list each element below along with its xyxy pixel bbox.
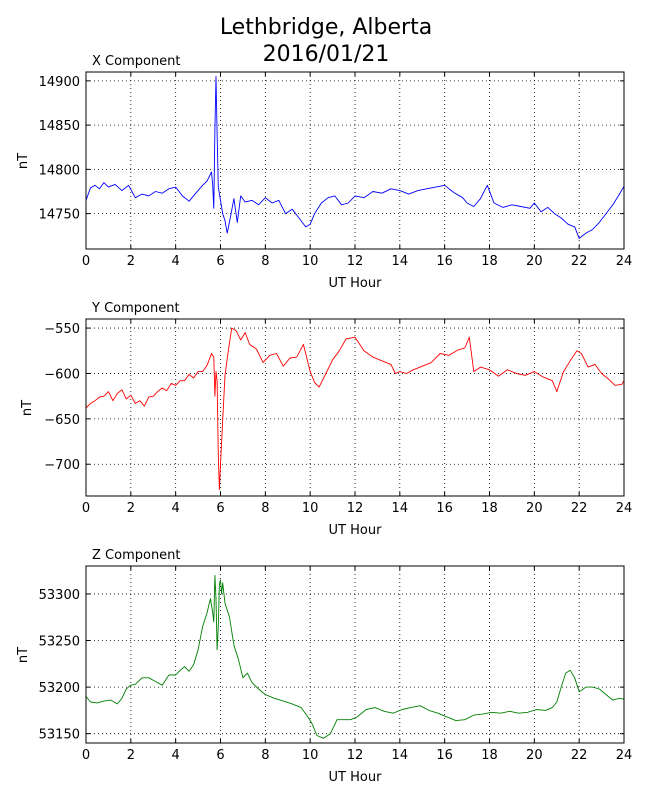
y-tick-label: 14900 <box>39 75 80 90</box>
x-tick-label: 22 <box>571 748 588 763</box>
x-tick-label: 12 <box>347 748 364 763</box>
y-component-panel: Y Component UT Hour nT 0 2 4 6 8 10 12 14 16 18 20… <box>20 301 632 538</box>
data-series-line <box>85 327 625 491</box>
y-tick-label: −600 <box>44 367 80 382</box>
x-component-panel: X Component UT Hour nT 0 2 4 6 8 10 12 14 16 18 20… <box>16 54 632 291</box>
y-axis-label: nT <box>20 400 35 416</box>
x-tick-label: 16 <box>436 501 453 516</box>
x-tick-label: 8 <box>261 501 269 516</box>
x-tick-label: 0 <box>82 748 90 763</box>
x-tick-label: 20 <box>526 748 543 763</box>
x-tick-label: 8 <box>261 748 269 763</box>
y-tick-label: 53300 <box>39 588 80 603</box>
x-tick-label: 24 <box>616 501 633 516</box>
x-tick-label: 4 <box>172 748 180 763</box>
panel-title: Y Component <box>91 301 180 316</box>
x-tick-label: 12 <box>347 254 364 269</box>
x-tick-label: 4 <box>172 254 180 269</box>
x-tick-label: 24 <box>616 254 633 269</box>
z-component-panel: Z Component UT Hour nT 0 2 4 6 8 10 12 14 16 18 20… <box>16 548 632 785</box>
x-tick-label: 0 <box>82 254 90 269</box>
x-tick-label: 18 <box>481 748 498 763</box>
x-axis-label: UT Hour <box>329 276 383 291</box>
x-tick-label: 10 <box>302 748 319 763</box>
x-tick-label: 22 <box>571 254 588 269</box>
y-tick-label: 14800 <box>39 163 80 178</box>
x-tick-label: 4 <box>172 501 180 516</box>
x-tick-label: 0 <box>82 501 90 516</box>
x-tick-label: 8 <box>261 254 269 269</box>
x-tick-label: 20 <box>526 501 543 516</box>
panel-title: X Component <box>92 54 181 69</box>
figure-title-line1: Lethbridge, Alberta <box>220 15 432 40</box>
x-tick-label: 2 <box>127 748 135 763</box>
x-tick-label: 6 <box>216 254 224 269</box>
x-tick-label: 16 <box>436 748 453 763</box>
figure-title-line2: 2016/01/21 <box>263 42 390 67</box>
x-axis-label: UT Hour <box>329 770 383 785</box>
x-tick-label: 16 <box>436 254 453 269</box>
x-tick-label: 12 <box>347 501 364 516</box>
x-tick-label: 2 <box>127 254 135 269</box>
x-axis-label: UT Hour <box>329 523 383 538</box>
x-tick-label: 18 <box>481 501 498 516</box>
x-tick-label: 10 <box>302 254 319 269</box>
x-tick-label: 20 <box>526 254 543 269</box>
x-tick-label: 14 <box>392 748 409 763</box>
y-tick-label: −550 <box>44 322 80 337</box>
y-tick-label: 53150 <box>39 728 80 743</box>
x-tick-label: 2 <box>127 501 135 516</box>
y-tick-label: −650 <box>44 413 80 428</box>
y-tick-label: 53200 <box>39 681 80 696</box>
y-tick-label: 14750 <box>39 208 80 223</box>
data-series-line <box>85 574 625 739</box>
panel-title: Z Component <box>92 548 181 563</box>
y-tick-label: −700 <box>44 458 80 473</box>
x-tick-label: 18 <box>481 254 498 269</box>
x-tick-label: 14 <box>392 501 409 516</box>
x-tick-label: 22 <box>571 501 588 516</box>
y-axis-label: nT <box>16 153 31 169</box>
x-tick-label: 6 <box>216 501 224 516</box>
y-tick-label: 53250 <box>39 635 80 650</box>
x-tick-label: 10 <box>302 501 319 516</box>
x-tick-label: 24 <box>616 748 633 763</box>
x-tick-label: 14 <box>392 254 409 269</box>
data-series-line <box>85 75 625 239</box>
y-axis-label: nT <box>16 647 31 663</box>
x-tick-label: 6 <box>216 748 224 763</box>
y-tick-label: 14850 <box>39 119 80 134</box>
